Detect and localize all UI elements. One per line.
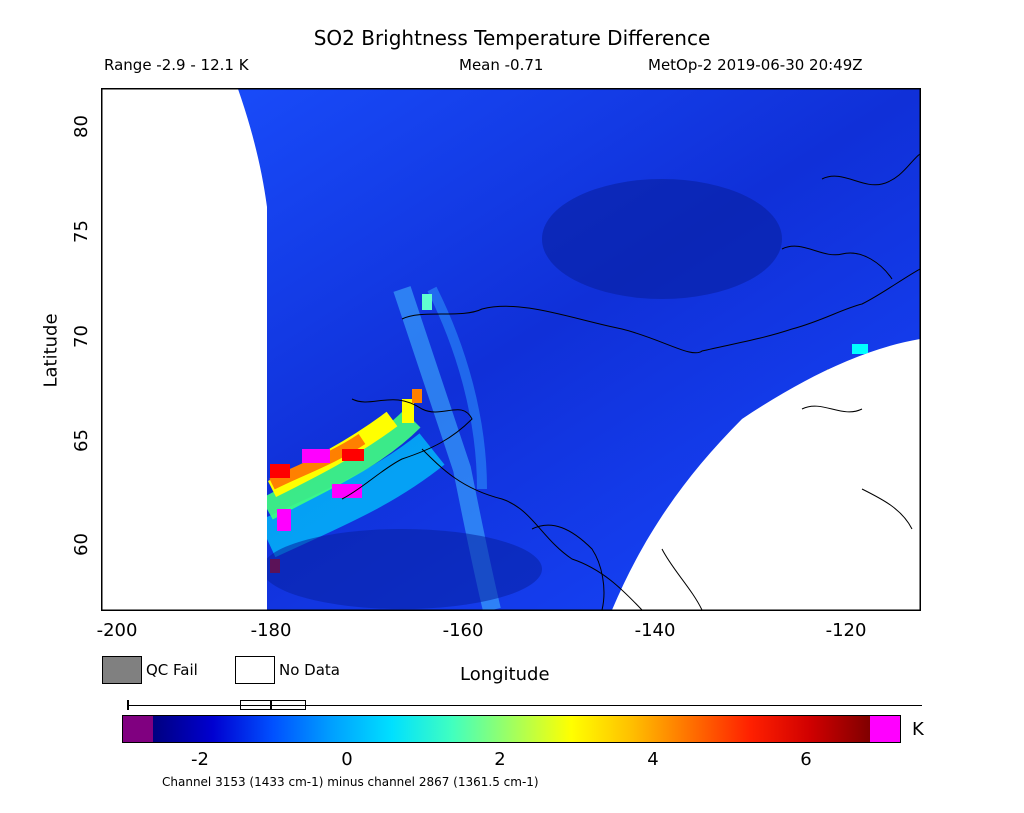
channel-footnote: Channel 3153 (1433 cm-1) minus channel 2… [162,775,539,789]
x-tick-label: -200 [96,620,138,641]
colorbar-tick: -2 [191,749,209,770]
colorbar-gradient [153,716,870,742]
qc-fail-swatch [102,656,142,684]
colorbar-tick: 2 [494,749,506,770]
x-tick-label: -140 [634,620,676,641]
y-tick-label: 70 [70,325,92,348]
distribution-median [270,700,272,710]
map-plot-area [101,88,921,611]
colorbar-tick: 6 [800,749,812,770]
x-tick-label: -160 [442,620,484,641]
x-axis-label: Longitude [460,664,550,685]
y-tick-label: 75 [70,220,92,243]
map-title: SO2 Brightness Temperature Difference [313,26,711,50]
so2-swath-map [102,89,920,610]
coastlines [341,153,920,610]
range-label: Range -2.9 - 12.1 K [104,56,249,74]
y-tick-label: 80 [70,115,92,138]
distribution-line [127,705,922,706]
colorbar [122,715,901,743]
colorbar-overflow [870,716,900,742]
colorbar-tick: 4 [647,749,659,770]
no-data-swatch [235,656,275,684]
x-tick-label: -180 [250,620,292,641]
mean-label: Mean -0.71 [459,56,544,74]
colorbar-unit: K [912,719,924,740]
y-axis-label: Latitude [40,313,62,388]
swath-data [238,89,920,610]
y-tick-label: 60 [70,533,92,556]
distribution-box [240,700,306,710]
colorbar-underflow [123,716,153,742]
no-data-label: No Data [279,661,340,679]
distribution-min [127,700,129,710]
colorbar-tick: 0 [341,749,353,770]
satellite-timestamp: MetOp-2 2019-06-30 20:49Z [648,56,863,74]
qc-fail-label: QC Fail [146,661,198,679]
x-tick-label: -120 [825,620,867,641]
y-tick-label: 65 [70,429,92,452]
